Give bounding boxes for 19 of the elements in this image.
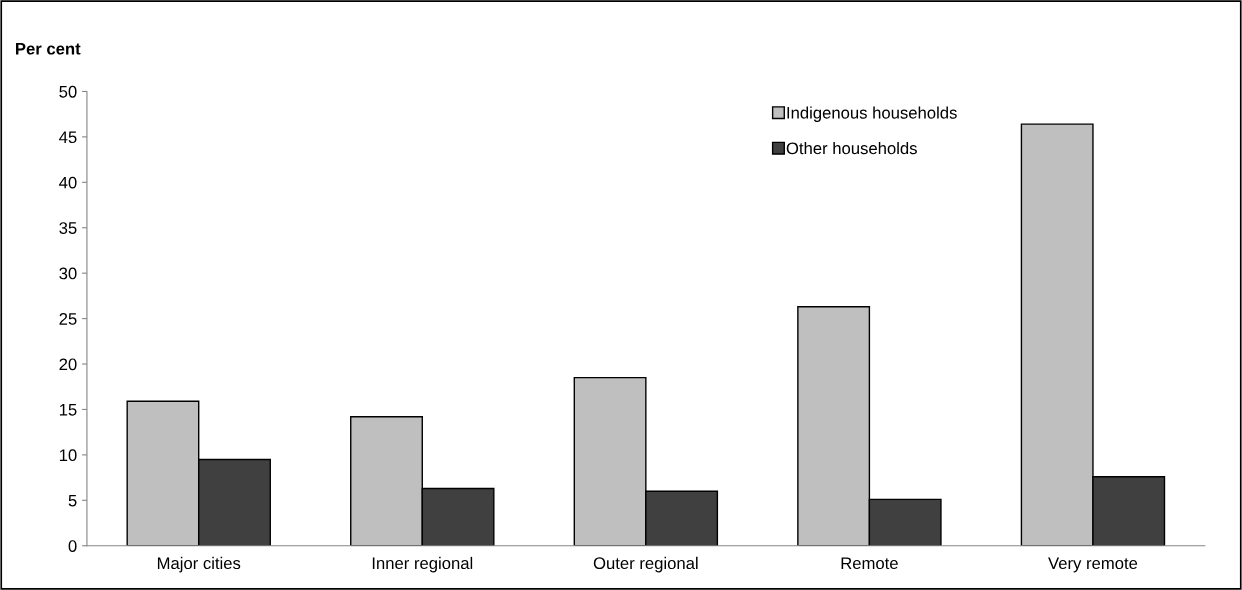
y-tick-label: 0 [68, 540, 77, 552]
y-tick-label: 20 [59, 358, 77, 371]
legend-label: Indigenous households [787, 106, 957, 122]
y-tick-label: 45 [59, 131, 77, 144]
y-tick-label: 35 [59, 222, 77, 234]
x-tick-label: Remote [841, 557, 898, 570]
y-axis-title: Per cent [16, 42, 81, 55]
x-tick-label: Inner regional [372, 556, 473, 573]
x-tick-label: Major cities [157, 556, 241, 573]
y-tick-label: 25 [59, 313, 77, 325]
y-tick-label: 15 [59, 404, 77, 416]
y-tick-label: 40 [59, 176, 77, 189]
x-tick-label: Outer regional [593, 556, 698, 573]
x-tick-label: Very remote [1048, 557, 1138, 573]
y-tick-label: 10 [59, 449, 77, 462]
y-tick-label: 50 [59, 85, 77, 98]
legend-label: Other households [786, 141, 917, 155]
y-tick-label: 5 [68, 494, 77, 507]
y-tick-label: 30 [59, 267, 77, 280]
